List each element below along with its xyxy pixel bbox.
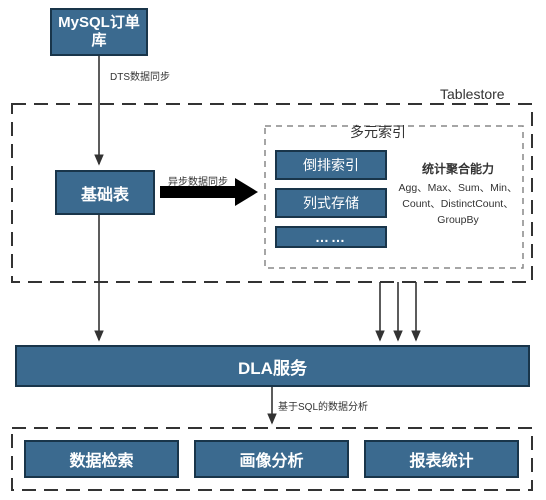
report-box: 报表统计 — [364, 440, 519, 478]
stats-title: 统计聚合能力 — [395, 160, 521, 177]
dla-label: DLA服务 — [238, 354, 307, 379]
more-label: …… — [315, 229, 347, 245]
retrieval-box: 数据检索 — [24, 440, 179, 478]
portrait-box: 画像分析 — [194, 440, 349, 478]
diagram-canvas — [0, 0, 546, 500]
dla-box: DLA服务 — [15, 345, 530, 387]
columnar-label: 列式存储 — [303, 193, 359, 213]
dts-label: DTS数据同步 — [110, 68, 170, 83]
retrieval-label: 数据检索 — [69, 447, 133, 471]
sql-label: 基于SQL的数据分析 — [278, 398, 368, 413]
inverted-index-box: 倒排索引 — [275, 150, 387, 180]
inverted-index-label: 倒排索引 — [303, 155, 359, 175]
mysql-label: MySQL订单库 — [52, 14, 146, 50]
index-group-label: 多元索引 — [350, 122, 406, 142]
stats-body: Agg、Max、Sum、Min、Count、DistinctCount、Grou… — [395, 181, 521, 228]
tablestore-label: Tablestore — [440, 86, 505, 102]
base-table-label: 基础表 — [81, 181, 129, 205]
stats-block: 统计聚合能力 Agg、Max、Sum、Min、Count、DistinctCou… — [395, 160, 521, 228]
base-table-box: 基础表 — [55, 170, 155, 215]
portrait-label: 画像分析 — [239, 447, 303, 471]
report-label: 报表统计 — [409, 447, 473, 471]
more-box: …… — [275, 226, 387, 248]
columnar-box: 列式存储 — [275, 188, 387, 218]
mysql-box: MySQL订单库 — [50, 8, 148, 56]
async-label: 异步数据同步 — [168, 173, 228, 188]
